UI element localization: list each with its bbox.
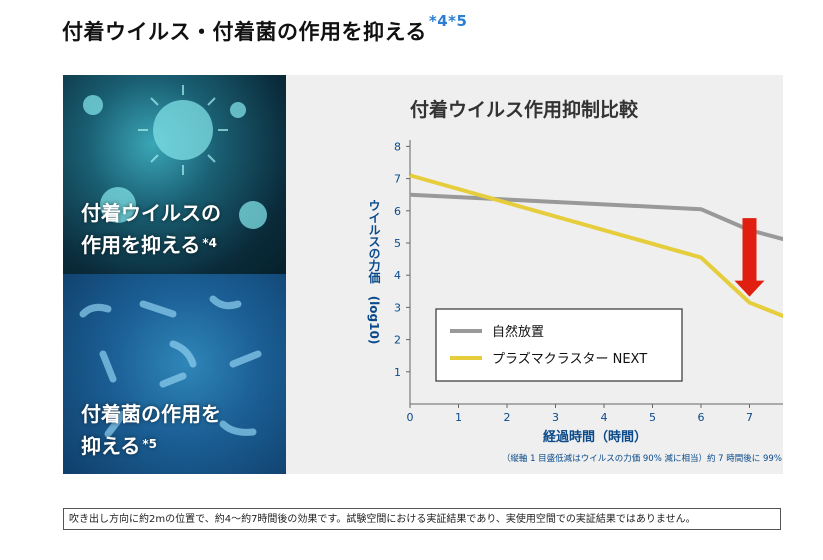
legend-label-plasmacluster: プラズマクラスター NEXT <box>492 351 647 367</box>
legend-box <box>435 308 683 382</box>
chart-title: 付着ウイルス作用抑制比較 <box>410 98 639 121</box>
x-tick-label: 6 <box>698 411 705 424</box>
chart-footnote: （縦軸 1 目盛低減はウイルスの力価 90% 減に相当）約 7 時間後に 99%… <box>502 453 783 464</box>
x-tick-label: 0 <box>407 411 414 424</box>
x-axis-label: 経過時間（時間） <box>543 429 647 445</box>
y-tick-label: 4 <box>394 269 401 282</box>
virus-suppression-chart: 付着ウイルス作用抑制比較 01234567812345678 自然放置プラズマク… <box>367 98 783 464</box>
x-tick-label: 1 <box>455 411 462 424</box>
page-heading: 付着ウイルス・付着菌の作用を抑える *4*5 <box>62 12 467 46</box>
x-tick-label: 2 <box>504 411 511 424</box>
page-heading-text: 付着ウイルス・付着菌の作用を抑える <box>62 20 427 44</box>
y-tick-label: 2 <box>394 334 401 347</box>
y-tick-label: 7 <box>394 173 401 186</box>
y-tick-label: 6 <box>394 205 401 218</box>
y-tick-label: 3 <box>394 301 401 314</box>
virus-image-caption: 付着ウイルスの 作用を抑える *4 <box>81 197 221 261</box>
series-line-natural <box>409 192 783 242</box>
y-tick-label: 5 <box>394 237 401 250</box>
y-tick-label: 1 <box>394 366 401 379</box>
bacteria-caption-line2: 抑える <box>81 434 141 458</box>
bacteria-caption-mark: *5 <box>142 437 158 451</box>
virus-illustration <box>83 85 267 229</box>
content-panel: 付着ウイルスの 作用を抑える *4 付着菌の作用を 抑える *5 付着ウイルス作用抑… <box>63 75 783 474</box>
bacteria-image-caption: 付着菌の作用を 抑える *5 <box>81 398 221 462</box>
virus-caption-line2: 作用を抑える <box>81 233 201 257</box>
x-tick-label: 3 <box>552 411 559 424</box>
virus-caption-line1: 付着ウイルスの <box>81 201 221 225</box>
virus-caption-mark: *4 <box>202 236 218 250</box>
disclaimer-note: 吹き出し方向に約2mの位置で、約4〜約7時間後の効果です。試験空間における実証結… <box>63 508 781 530</box>
bacteria-caption-line1: 付着菌の作用を <box>81 402 221 426</box>
y-tick-label: 8 <box>394 140 401 153</box>
x-tick-label: 5 <box>649 411 656 424</box>
reduction-arrow <box>734 218 765 297</box>
bacteria-illustration <box>79 295 262 438</box>
heading-footnote-mark: *4*5 <box>428 12 468 30</box>
x-tick-label: 7 <box>746 411 753 424</box>
virus-image: 付着ウイルスの 作用を抑える *4 <box>63 75 286 274</box>
chart-area: 付着ウイルス作用抑制比較 01234567812345678 自然放置プラズマク… <box>286 75 783 474</box>
bacteria-image: 付着菌の作用を 抑える *5 <box>63 274 286 474</box>
legend-label-natural: 自然放置 <box>492 324 544 340</box>
x-tick-label: 4 <box>601 411 608 424</box>
y-axis-label: ウイルスの力価 (log10) <box>367 199 381 344</box>
series-line-plasmacluster <box>409 173 783 319</box>
